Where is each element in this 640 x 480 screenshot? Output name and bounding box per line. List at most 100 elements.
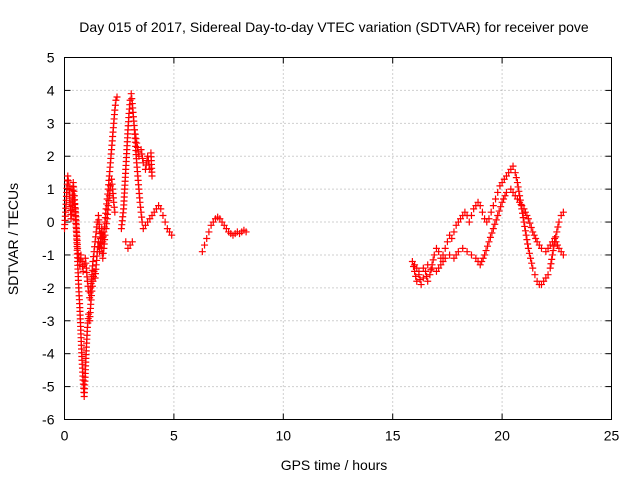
data-point <box>441 244 449 252</box>
y-tick-label: -5 <box>42 379 55 395</box>
data-point <box>497 203 505 211</box>
data-point <box>131 126 139 134</box>
data-point <box>467 211 475 219</box>
data-point <box>71 200 79 208</box>
data-point <box>489 225 497 233</box>
data-point <box>524 215 532 223</box>
y-tick-label: 2 <box>47 148 55 164</box>
data-point <box>198 248 206 256</box>
data-point <box>546 264 554 272</box>
data-point <box>137 146 145 154</box>
data-point <box>419 274 427 282</box>
data-point <box>514 183 522 191</box>
data-point <box>203 235 211 242</box>
data-point <box>502 188 510 196</box>
y-axis-label: SDTVAR / TECUs <box>5 183 21 295</box>
data-points <box>61 90 567 400</box>
x-tick-label: 20 <box>494 428 510 444</box>
x-tick-label: 25 <box>604 428 620 444</box>
data-point <box>549 247 557 255</box>
data-point <box>419 264 427 272</box>
data-point <box>522 231 530 239</box>
data-point <box>429 256 437 264</box>
y-tick-label: 4 <box>47 82 55 98</box>
data-point <box>242 228 250 236</box>
data-point <box>133 143 141 151</box>
data-point <box>450 228 458 236</box>
data-point <box>553 228 561 236</box>
data-point <box>479 254 487 262</box>
data-point <box>416 276 424 284</box>
data-point <box>101 231 109 239</box>
data-point <box>520 205 528 213</box>
data-point <box>122 238 130 246</box>
data-point <box>551 235 559 242</box>
data-point <box>521 227 529 235</box>
data-point <box>559 208 567 216</box>
data-point <box>467 251 475 259</box>
data-point <box>531 271 539 279</box>
x-tick-label: 15 <box>385 428 401 444</box>
data-point <box>489 202 497 210</box>
data-point <box>484 242 492 250</box>
data-point <box>77 251 85 259</box>
data-point <box>111 208 119 216</box>
data-point <box>69 192 77 200</box>
y-tick-label: -2 <box>42 280 55 296</box>
data-point <box>70 196 78 204</box>
data-point <box>139 154 147 162</box>
data-point <box>159 211 167 219</box>
data-point <box>485 215 493 223</box>
data-point <box>529 228 537 236</box>
data-point <box>67 185 75 193</box>
data-point <box>476 202 484 210</box>
data-point <box>417 281 425 289</box>
data-point <box>524 244 532 252</box>
data-point <box>157 205 165 213</box>
data-point <box>413 277 421 285</box>
data-point <box>529 264 537 272</box>
data-point <box>482 247 490 255</box>
data-point <box>519 214 527 222</box>
data-point <box>424 261 432 269</box>
data-point <box>168 231 176 239</box>
y-tick-label: -4 <box>42 346 55 362</box>
data-point <box>495 207 503 215</box>
data-point <box>409 262 417 270</box>
y-tick-label: -6 <box>42 412 55 428</box>
data-point <box>498 198 506 206</box>
data-point <box>527 254 535 262</box>
data-point <box>513 179 521 187</box>
data-point <box>537 244 545 252</box>
data-point <box>423 272 431 280</box>
y-tick-labels: -6 -5 -4 -3 -2 -1 0 1 2 3 4 5 <box>42 50 55 428</box>
data-point <box>487 208 495 216</box>
x-tick-label: 5 <box>170 428 178 444</box>
data-point <box>424 277 432 285</box>
data-point <box>524 240 532 248</box>
data-point <box>486 233 494 241</box>
data-point <box>501 192 509 200</box>
y-tick-label: 0 <box>47 214 55 230</box>
data-point <box>494 211 502 219</box>
data-point <box>492 216 500 224</box>
data-point <box>133 139 141 147</box>
data-point <box>478 208 486 216</box>
data-point <box>481 251 489 259</box>
data-point <box>527 224 535 232</box>
data-point <box>463 248 471 256</box>
data-point <box>500 195 508 203</box>
data-point <box>205 228 213 236</box>
data-point <box>441 254 449 262</box>
axis-ticks <box>64 57 612 420</box>
data-point <box>552 238 560 246</box>
data-point <box>485 238 493 246</box>
data-point <box>512 174 520 182</box>
data-point <box>465 218 473 226</box>
data-point <box>520 218 528 226</box>
data-point <box>491 220 499 228</box>
data-point <box>532 235 540 242</box>
data-point <box>526 219 534 227</box>
data-point <box>515 187 523 195</box>
